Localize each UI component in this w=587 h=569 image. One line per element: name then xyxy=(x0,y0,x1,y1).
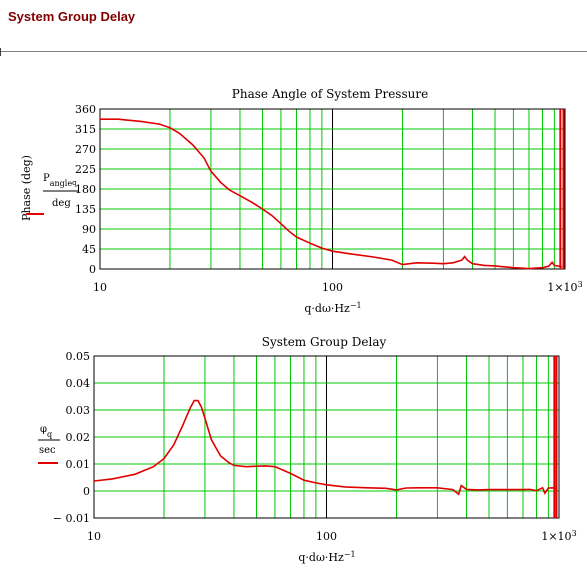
phase-chart-x-ticks: 10 100 1×103 xyxy=(93,280,583,295)
phase-y-tick-label: 45 xyxy=(82,243,96,256)
phase-x-tick-label: 1×103 xyxy=(547,280,582,295)
phase-y-tick-label: 360 xyxy=(75,103,96,116)
phase-y-tick-label: 0 xyxy=(89,263,96,276)
phase-x-label: q·dω·Hz−1 xyxy=(304,301,361,316)
phase-fraction-numerator: Pangleq xyxy=(43,173,77,188)
phase-chart-frame xyxy=(99,108,566,270)
page-heading: System Group Delay xyxy=(8,9,136,24)
phase-x-tick-label: 10 xyxy=(93,281,107,294)
header-divider xyxy=(0,51,587,52)
phase-y-fraction: Pangleq deg xyxy=(26,173,78,215)
phase-chart-grid xyxy=(99,109,565,269)
phase-fraction-denominator: deg xyxy=(52,198,71,209)
phase-y-tick-label: 225 xyxy=(75,163,96,176)
phase-y-tick-label: 90 xyxy=(82,223,96,236)
phase-x-tick-label: 100 xyxy=(322,281,343,294)
phase-y-tick-label: 135 xyxy=(75,203,96,216)
phase-y-tick-label: 315 xyxy=(75,123,96,136)
divider-marker xyxy=(0,48,3,56)
phase-chart-title: Phase Angle of System Pressure xyxy=(232,87,428,101)
phase-chart-y-ticks: 0 45 90 135 180 225 270 315 360 xyxy=(75,103,96,276)
phase-series-line xyxy=(100,118,563,270)
phase-chart-edge-marks xyxy=(559,109,565,269)
phase-y-tick-label: 270 xyxy=(75,143,96,156)
phase-y-label: Phase (deg) xyxy=(20,155,33,221)
phase-y-tick-label: 180 xyxy=(75,183,96,196)
